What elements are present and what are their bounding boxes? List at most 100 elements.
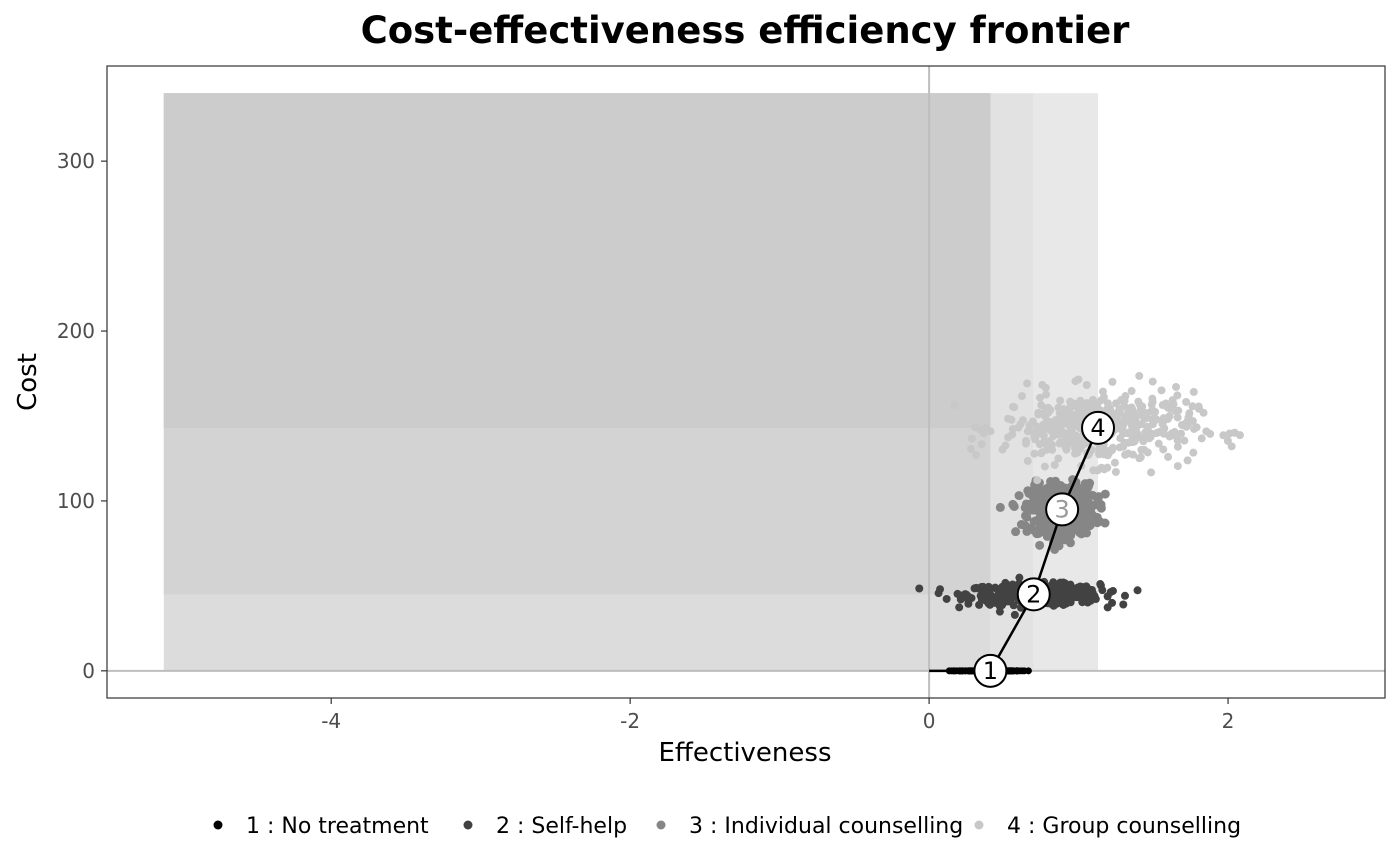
scatter-point [1147, 468, 1156, 477]
scatter-point [1133, 429, 1142, 438]
scatter-point [1008, 499, 1018, 509]
scatter-point [1055, 439, 1064, 448]
scatter-point [1183, 456, 1192, 465]
scatter-point [1053, 485, 1063, 495]
scatter-point [999, 590, 1008, 599]
legend-item-4: 4 : Group counselling [974, 814, 1241, 839]
scatter-point [1006, 667, 1014, 675]
scatter-point [1023, 456, 1032, 465]
scatter-point [1168, 396, 1177, 405]
frontier-point-2: 2 [1016, 577, 1051, 612]
legend-item-3: 3 : Individual counselling [656, 814, 963, 839]
plot-border [106, 65, 1386, 699]
scatter-point [1111, 409, 1120, 418]
scatter-point [1219, 431, 1228, 440]
scatter-point [1135, 454, 1144, 463]
scatter-point [1202, 427, 1211, 436]
scatter-point [1077, 491, 1087, 501]
scatter-point [1041, 411, 1050, 420]
scatter-point [1133, 586, 1142, 595]
scatter-point [1088, 397, 1097, 406]
scatter-point [1180, 436, 1189, 445]
scatter-point [1095, 450, 1104, 459]
scatter-point [1108, 598, 1117, 607]
scatter-point [1017, 392, 1026, 401]
scatter-point [1127, 416, 1136, 425]
scatter-point [1076, 396, 1085, 405]
scatter-point [1129, 422, 1138, 431]
x-tick-label: -2 [620, 709, 640, 733]
scatter-point [1123, 429, 1132, 438]
frontier-marker [1081, 410, 1116, 445]
scatter-point [972, 451, 981, 460]
legend-key [974, 820, 984, 830]
scatter-point [995, 502, 1005, 512]
scatter-point [1021, 439, 1030, 448]
scatter-point [1057, 415, 1066, 424]
scatter-point [1159, 445, 1168, 454]
scatter-point [1182, 397, 1191, 406]
scatter-point [1040, 462, 1049, 471]
scatter-point [1112, 399, 1121, 408]
legend-item-2: 2 : Self-help [463, 814, 627, 839]
scatter-point [1128, 438, 1137, 447]
scatter-point [1030, 449, 1039, 458]
scatter-point [1126, 403, 1135, 412]
frontier-label: 4 [1090, 414, 1105, 442]
scatter-point [1096, 499, 1106, 509]
scatter-point [1066, 580, 1075, 589]
scatter-point [961, 592, 970, 601]
scatter-point [1010, 590, 1019, 599]
legend-label: 4 : Group counselling [1007, 814, 1241, 839]
scatter-point [967, 594, 976, 603]
scatter-point [915, 584, 924, 593]
scatter-point [1038, 380, 1047, 389]
chart-title: Cost-effectiveness efficiency frontier [361, 9, 1131, 52]
scatter-point [1071, 377, 1080, 386]
scatter-point [1177, 429, 1186, 438]
scatter-point [966, 444, 975, 453]
scatter-point [1227, 442, 1236, 451]
scatter-point [1070, 449, 1079, 458]
scatter-point [1157, 386, 1166, 395]
scatter-point [1053, 532, 1063, 542]
scatter-point [1045, 437, 1054, 446]
frontier-label: 1 [983, 657, 998, 685]
scatter-point [1160, 424, 1169, 433]
scatter-point [975, 600, 984, 609]
scatter-point [1087, 592, 1096, 601]
scatter-point [1119, 440, 1128, 449]
y-axis-title: Cost [13, 353, 43, 411]
scatter-point [1111, 467, 1120, 476]
scatter-point [1119, 600, 1128, 609]
scatter-point [1056, 396, 1065, 405]
scatter-point [1034, 514, 1044, 524]
scatter-point [1076, 441, 1085, 450]
y-tick-label: 100 [57, 489, 95, 513]
scatter-point [1135, 371, 1144, 380]
scatter-point [1100, 465, 1109, 474]
scatter-point [1173, 413, 1182, 422]
scatter-point [1007, 415, 1016, 424]
scatter-point [1033, 476, 1042, 485]
scatter-point [1001, 578, 1010, 587]
scatter-point [1082, 380, 1091, 389]
scatter-point [1053, 599, 1062, 608]
scatter-point [1085, 499, 1095, 509]
scatter-point [1120, 416, 1129, 425]
scatter-point [1121, 450, 1130, 459]
scatter-point [1054, 454, 1063, 463]
legend-key [656, 820, 666, 830]
scatter-point [1042, 390, 1051, 399]
scatter-point [1053, 420, 1062, 429]
scatter-point [1025, 421, 1034, 430]
scatter-point [1013, 667, 1021, 675]
scatter-point [1192, 423, 1201, 432]
scatter-point [1189, 387, 1198, 396]
frontier-label: 3 [1054, 495, 1069, 523]
scatter-point [998, 596, 1007, 605]
scatter-point [1148, 415, 1157, 424]
y-tick-label: 200 [57, 319, 95, 343]
scatter-point [993, 586, 1002, 595]
